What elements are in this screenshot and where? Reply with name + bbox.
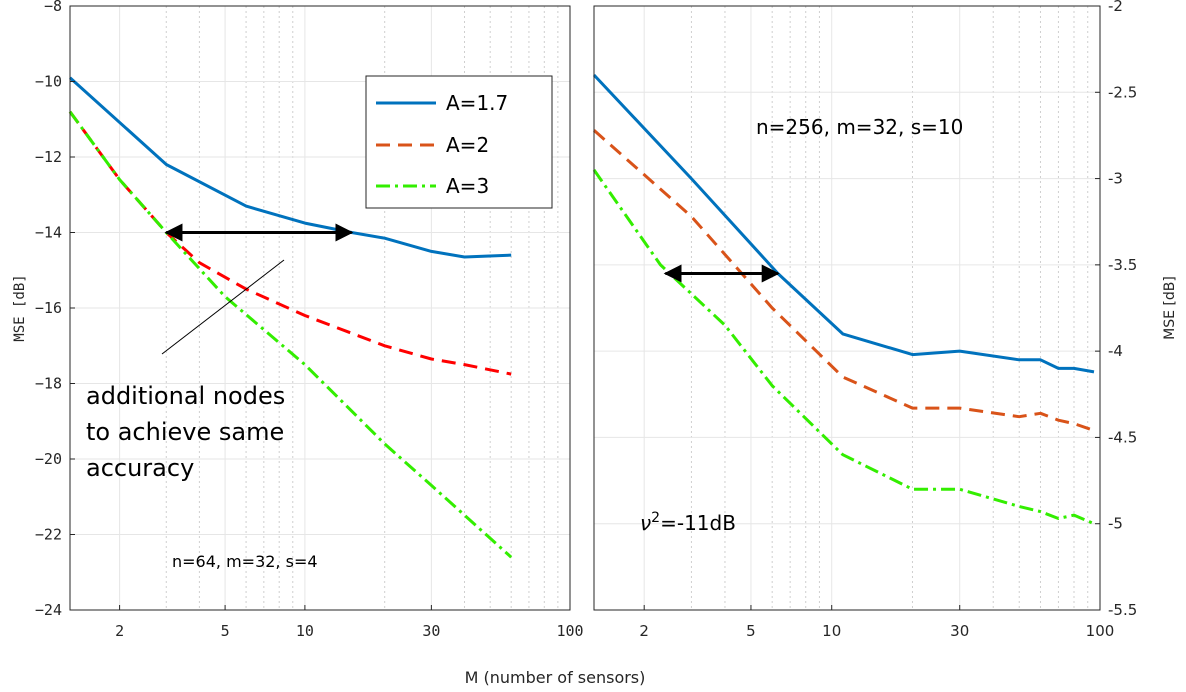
series-line-1 [592, 73, 1095, 374]
right-plot-area [594, 6, 1100, 610]
left-annotation-line-2: to achieve same [86, 418, 284, 446]
noise-value: =-11dB [660, 511, 736, 535]
y-tick-label: −24 [35, 601, 62, 619]
y-tick-label: −16 [35, 299, 62, 317]
x-tick-label: 5 [746, 622, 756, 640]
y-tick-label: -2 [1108, 0, 1123, 15]
left-grid [70, 6, 570, 610]
y-tick-label: −18 [35, 375, 62, 393]
y-tick-label: -3 [1108, 170, 1123, 188]
legend: A=1.7 A=2 A=3 [365, 75, 553, 209]
y-tick-label: −22 [35, 526, 62, 544]
y-tick-label: -5 [1108, 515, 1123, 533]
x-tick-label: 100 [1086, 622, 1115, 640]
legend-label-a3: A=3 [446, 174, 489, 198]
x-axis-label: M (number of sensors) [465, 668, 646, 687]
x-tick-label: 30 [422, 622, 440, 640]
x-tick-label: 10 [822, 622, 841, 640]
right-grid [594, 6, 1100, 610]
y-tick-label: −14 [35, 224, 62, 242]
y-tick-label: −12 [35, 148, 62, 166]
x-tick-label: 5 [221, 622, 230, 640]
y-tick-label: -3.5 [1108, 256, 1137, 274]
x-tick-label: 2 [115, 622, 124, 640]
noise-exponent: 2 [651, 510, 660, 526]
left-annotation-line-3: accuracy [86, 454, 194, 482]
y-tick-label: -5.5 [1108, 601, 1137, 619]
left-y-axis-label: MSE [dB] [12, 274, 28, 341]
y-tick-label: −20 [35, 450, 62, 468]
right-plot-frame [593, 5, 1101, 611]
left-ticks: 2 5 10 30 100 −24 −22 −20 −18 −16 −14 −12 −10 −8 [35, 0, 584, 640]
y-tick-label: -4 [1108, 342, 1123, 360]
left-params-label: n=64, m=32, s=4 [172, 552, 318, 571]
right-panel: 2 5 10 30 100 -5.5 -5 -4.5 -4 -3.5 -3 -2.5 -2 MSE [d… [592, 0, 1178, 640]
x-tick-label: 10 [296, 622, 314, 640]
legend-label-a2: A=2 [446, 133, 489, 157]
right-ticks: 2 5 10 30 100 -5.5 -5 -4.5 -4 -3.5 -3 -2.5 -2 [639, 0, 1137, 640]
right-noise-label: ν2=-11dB [640, 510, 736, 535]
y-tick-label: −8 [44, 0, 62, 15]
noise-symbol: ν [640, 511, 651, 535]
right-params-label: n=256, m=32, s=10 [756, 115, 963, 139]
legend-label-a17: A=1.7 [446, 91, 508, 115]
y-tick-label: -2.5 [1108, 83, 1137, 101]
left-panel: 2 5 10 30 100 −24 −22 −20 −18 −16 −14 −12 −10 −8 MSE … [12, 0, 584, 640]
y-tick-label: −10 [35, 73, 62, 91]
right-y-axis-label: MSE [dB] [1162, 276, 1178, 340]
left-annotation-line-1: additional nodes [86, 382, 285, 410]
x-tick-label: 2 [639, 622, 649, 640]
x-tick-label: 100 [556, 622, 583, 640]
y-tick-label: -4.5 [1108, 428, 1137, 446]
x-tick-label: 30 [950, 622, 969, 640]
left-pointer-line [161, 259, 285, 355]
series-line-3 [592, 169, 1095, 526]
